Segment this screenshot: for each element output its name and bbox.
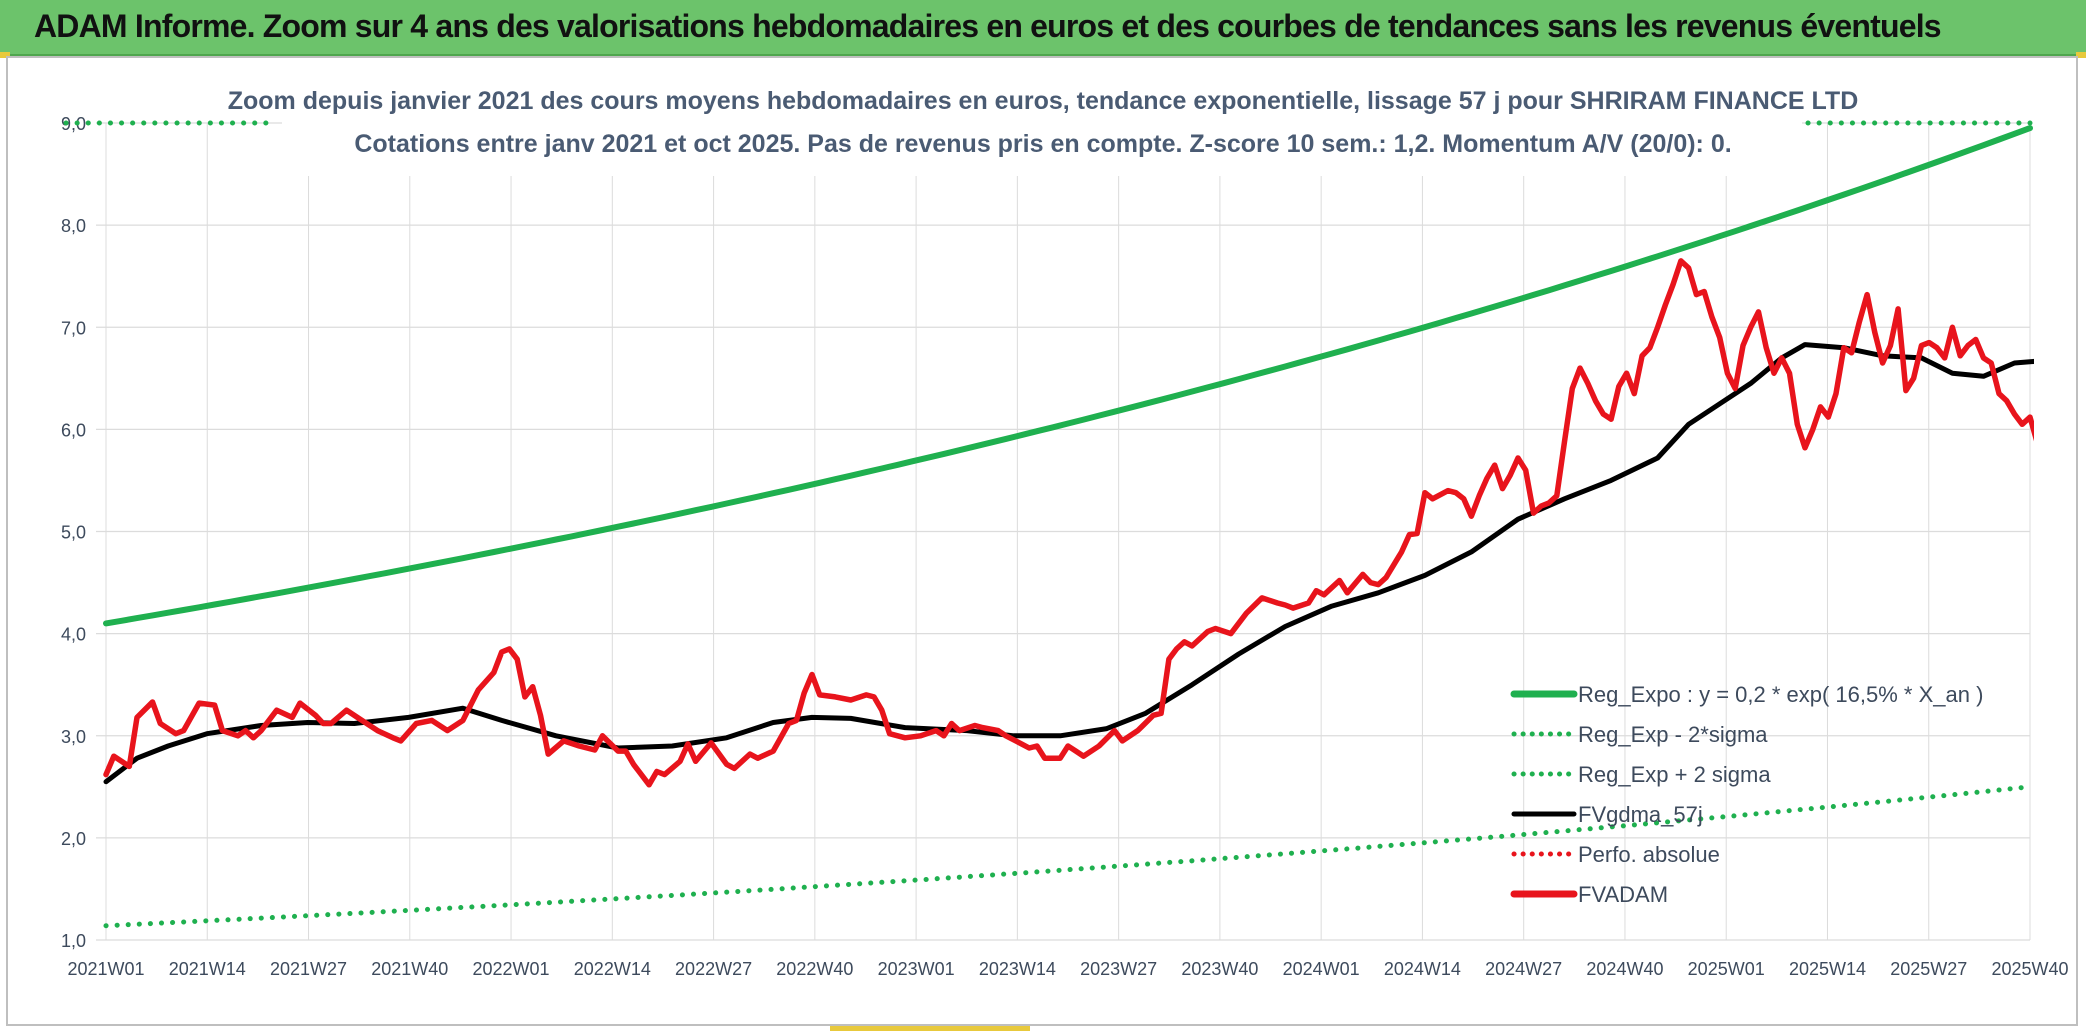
chart-grid	[96, 122, 2031, 941]
series-fvadam-line	[103, 258, 2034, 788]
x-tick-label: 2022W27	[675, 959, 752, 979]
y-tick-label: 4,0	[61, 625, 86, 645]
corner-accent-left	[0, 52, 10, 58]
x-tick-label: 2025W01	[1688, 959, 1765, 979]
x-tick-label: 2022W14	[574, 959, 651, 979]
y-tick-label: 5,0	[61, 523, 86, 543]
x-tick-label: 2021W27	[270, 959, 347, 979]
series-reg-line	[103, 784, 2033, 929]
corner-accent-right	[2076, 52, 2086, 58]
x-tick-label: 2023W40	[1181, 959, 1258, 979]
x-axis-labels: 2021W01 2021W14 2021W27 2021W40 2022W01 2022W…	[67, 959, 2068, 979]
x-tick-label: 2023W01	[878, 959, 955, 979]
x-tick-label: 2025W27	[1890, 959, 1967, 979]
x-tick-label: 2024W27	[1485, 959, 1562, 979]
chart-frame	[6, 56, 2078, 1026]
y-tick-label: 7,0	[61, 318, 86, 338]
y-tick-label: 2,0	[61, 829, 86, 849]
series-fvgdma-line	[103, 342, 2034, 785]
x-tick-label: 2021W01	[67, 959, 144, 979]
legend-label: Perfo. absolue	[1578, 842, 1720, 867]
x-tick-label: 2024W40	[1586, 959, 1663, 979]
x-tick-label: 2021W40	[371, 959, 448, 979]
x-tick-label: 2023W27	[1080, 959, 1157, 979]
x-tick-label: 2025W40	[1991, 959, 2068, 979]
bottom-accent	[830, 1026, 1030, 1031]
report-title: ADAM Informe. Zoom sur 4 ans des valoris…	[34, 8, 1942, 44]
legend-label: Reg_Exp - 2*sigma	[1578, 722, 1768, 747]
x-tick-label: 2022W40	[776, 959, 853, 979]
x-tick-label: 2024W01	[1283, 959, 1360, 979]
chart-title: Zoom depuis janvier 2021 des cours moyen…	[228, 87, 1859, 115]
legend-label: FVADAM	[1578, 882, 1668, 907]
chart-legend: Reg_Expo : y = 0,2 * exp( 16,5% * X_an )…	[1510, 682, 1983, 907]
y-tick-label: 3,0	[61, 727, 86, 747]
x-tick-label: 2022W01	[473, 959, 550, 979]
series-layer	[103, 125, 2034, 929]
report-banner: ADAM Informe. Zoom sur 4 ans des valoris…	[0, 0, 2086, 56]
x-tick-label: 2023W14	[979, 959, 1056, 979]
x-tick-label: 2025W14	[1789, 959, 1866, 979]
title-backdrop	[282, 80, 1802, 176]
x-tick-label: 2021W14	[169, 959, 246, 979]
x-tick-label: 2024W14	[1384, 959, 1461, 979]
y-tick-label: 1,0	[61, 931, 86, 951]
y-tick-label: 6,0	[61, 420, 86, 440]
y-tick-label: 8,0	[61, 216, 86, 236]
series-reg-line	[103, 125, 2033, 627]
y-axis-labels: 1,0 2,0 3,0 4,0 5,0 6,0 7,0 8,0 9,0	[61, 114, 86, 951]
y-tick-label: 9,0	[61, 114, 86, 134]
legend-label: Reg_Expo : y = 0,2 * exp( 16,5% * X_an )	[1578, 682, 1983, 707]
legend-label: Reg_Exp + 2 sigma	[1578, 762, 1771, 787]
legend-label: FVgdma_57j	[1578, 802, 1703, 827]
chart-subtitle: Cotations entre janv 2021 et oct 2025. P…	[354, 130, 1731, 158]
